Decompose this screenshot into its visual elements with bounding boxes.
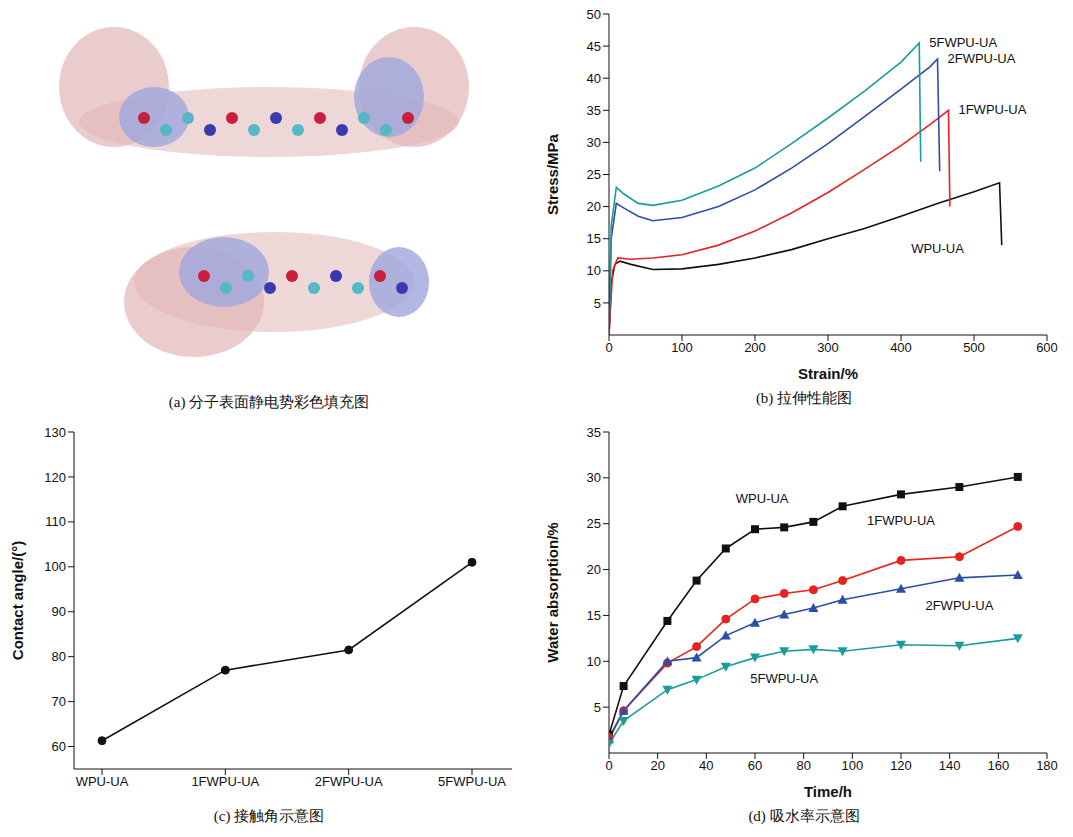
svg-text:Stress/MPa: Stress/MPa (544, 133, 561, 215)
svg-text:120: 120 (890, 758, 912, 773)
svg-text:300: 300 (817, 340, 839, 355)
svg-text:100: 100 (44, 559, 66, 574)
svg-text:80: 80 (52, 649, 66, 664)
svg-text:50: 50 (587, 7, 601, 22)
svg-text:40: 40 (699, 758, 713, 773)
svg-text:120: 120 (44, 470, 66, 485)
svg-text:400: 400 (890, 340, 912, 355)
svg-text:5: 5 (594, 700, 601, 715)
svg-text:1FWPU-UA: 1FWPU-UA (867, 513, 935, 528)
svg-text:2FWPU-UA: 2FWPU-UA (315, 774, 383, 789)
svg-text:15: 15 (587, 231, 601, 246)
svg-text:Strain/%: Strain/% (798, 365, 858, 382)
svg-text:60: 60 (52, 739, 66, 754)
svg-text:160: 160 (987, 758, 1009, 773)
svg-text:5FWPU-UA: 5FWPU-UA (750, 671, 818, 686)
svg-text:20: 20 (587, 562, 601, 577)
svg-text:5FWPU-UA: 5FWPU-UA (438, 774, 506, 789)
html-text:(d) 吸水率示意图: (d) 吸水率示意图 (748, 808, 860, 824)
svg-text:180: 180 (1036, 758, 1058, 773)
svg-text:1FWPU-UA: 1FWPU-UA (191, 774, 259, 789)
svg-text:80: 80 (796, 758, 810, 773)
svg-text:5: 5 (594, 296, 601, 311)
svg-text:0: 0 (605, 340, 612, 355)
svg-text:45: 45 (587, 39, 601, 54)
svg-text:Water absorption/%: Water absorption/% (544, 522, 561, 662)
svg-text:30: 30 (587, 470, 601, 485)
svg-text:WPU-UA: WPU-UA (76, 774, 129, 789)
svg-text:40: 40 (587, 71, 601, 86)
svg-text:WPU-UA: WPU-UA (911, 241, 964, 256)
svg-text:15: 15 (587, 608, 601, 623)
svg-text:2FWPU-UA: 2FWPU-UA (925, 598, 993, 613)
svg-text:70: 70 (52, 694, 66, 709)
svg-text:Time/h: Time/h (804, 783, 852, 800)
svg-text:20: 20 (587, 199, 601, 214)
svg-text:110: 110 (45, 514, 66, 529)
svg-text:WPU-UA: WPU-UA (736, 491, 789, 506)
svg-text:60: 60 (748, 758, 762, 773)
svg-text:30: 30 (587, 135, 601, 150)
svg-text:2FWPU-UA: 2FWPU-UA (948, 51, 1016, 66)
html-text:(a) 分子表面静电势彩色填充图: (a) 分子表面静电势彩色填充图 (168, 394, 370, 410)
html-text:(c) 接触角示意图: (c) 接触角示意图 (213, 808, 325, 824)
svg-text:10: 10 (587, 263, 601, 278)
svg-text:Contact angle/(°): Contact angle/(°) (9, 541, 26, 660)
svg-text:130: 130 (44, 425, 66, 440)
svg-text:140: 140 (939, 758, 961, 773)
svg-text:25: 25 (587, 516, 601, 531)
svg-text:35: 35 (587, 425, 601, 440)
svg-text:500: 500 (963, 340, 985, 355)
html-text:(b) 拉伸性能图: (b) 拉伸性能图 (755, 390, 853, 406)
svg-text:20: 20 (650, 758, 664, 773)
svg-text:600: 600 (1036, 340, 1058, 355)
svg-text:10: 10 (587, 654, 601, 669)
svg-text:100: 100 (841, 758, 863, 773)
svg-text:5FWPU-UA: 5FWPU-UA (929, 35, 997, 50)
svg-text:90: 90 (52, 604, 66, 619)
svg-text:35: 35 (587, 103, 601, 118)
svg-text:100: 100 (671, 340, 693, 355)
svg-text:25: 25 (587, 167, 601, 182)
svg-text:0: 0 (605, 758, 612, 773)
svg-text:200: 200 (744, 340, 766, 355)
svg-text:1FWPU-UA: 1FWPU-UA (958, 102, 1026, 117)
